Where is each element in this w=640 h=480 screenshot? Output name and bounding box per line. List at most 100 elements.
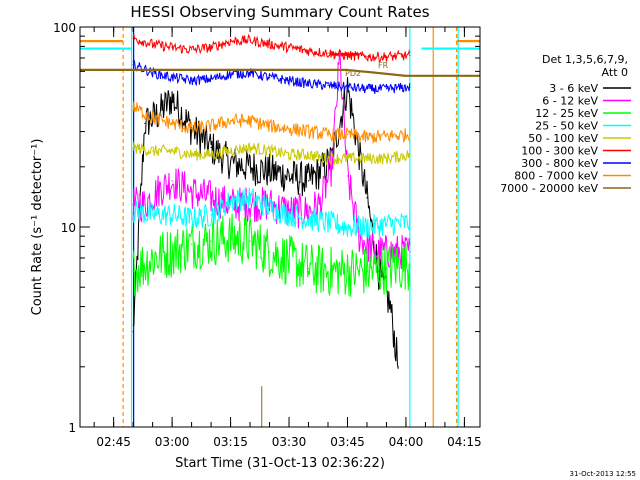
data-point xyxy=(346,54,349,57)
data-point xyxy=(268,125,271,127)
data-point xyxy=(409,263,411,266)
data-point xyxy=(152,257,154,259)
data-point xyxy=(366,157,368,160)
data-point xyxy=(132,330,134,333)
data-point xyxy=(229,69,232,71)
x-tick-label: 03:45 xyxy=(330,435,365,449)
data-point xyxy=(409,86,411,88)
data-point xyxy=(385,267,388,270)
data-point xyxy=(374,251,376,253)
data-point xyxy=(385,223,388,226)
data-point xyxy=(307,180,310,182)
x-tick-label: 04:15 xyxy=(447,435,482,449)
data-point xyxy=(307,218,310,220)
data-point xyxy=(144,122,146,124)
data-point xyxy=(307,130,310,133)
data-point xyxy=(171,150,173,152)
data-point xyxy=(171,122,173,124)
data-point xyxy=(389,305,391,308)
data-point xyxy=(210,197,212,199)
data-point xyxy=(346,86,349,88)
data-point xyxy=(327,52,329,54)
legend-label: 6 - 12 keV xyxy=(542,95,598,108)
data-point xyxy=(171,76,173,78)
data-point xyxy=(346,69,349,71)
data-point xyxy=(171,251,173,253)
data-point xyxy=(288,259,290,262)
data-point xyxy=(171,97,173,99)
annotation-pd2: PD2 xyxy=(345,69,361,78)
data-point xyxy=(288,154,290,156)
data-point xyxy=(132,105,134,108)
data-point xyxy=(385,56,388,58)
data-point xyxy=(132,63,134,66)
data-point xyxy=(132,69,134,71)
data-point xyxy=(327,133,329,136)
data-point xyxy=(210,125,212,127)
data-point xyxy=(307,210,310,212)
series-line xyxy=(132,101,411,144)
legend-label: 12 - 25 keV xyxy=(535,107,598,120)
series-line xyxy=(132,187,411,239)
data-point xyxy=(249,72,251,74)
data-point xyxy=(249,39,251,41)
data-point xyxy=(327,157,329,160)
data-point xyxy=(132,270,134,272)
x-tick-label: 04:00 xyxy=(389,435,424,449)
data-point xyxy=(229,200,232,202)
data-point xyxy=(409,154,411,156)
data-point xyxy=(409,133,411,136)
data-point xyxy=(268,170,271,172)
data-point xyxy=(132,210,134,212)
data-point xyxy=(190,128,193,130)
data-point xyxy=(268,207,271,209)
data-point xyxy=(152,214,154,216)
legend-label: 100 - 300 keV xyxy=(521,145,598,158)
data-point xyxy=(132,203,134,205)
data-point xyxy=(268,43,271,45)
legend-label: 50 - 100 keV xyxy=(528,132,598,145)
data-point xyxy=(132,146,134,149)
data-point xyxy=(249,120,251,122)
data-point xyxy=(319,203,321,205)
series-line xyxy=(132,58,411,94)
footer-timestamp: 31-Oct-2013 12:55 xyxy=(570,470,636,478)
data-point xyxy=(210,78,212,80)
x-axis-label: Start Time (31-Oct-13 02:36:22) xyxy=(175,456,385,471)
data-point xyxy=(229,40,232,42)
data-point xyxy=(144,203,146,205)
data-point xyxy=(190,243,193,245)
legend-label: 3 - 6 keV xyxy=(549,82,598,95)
data-point xyxy=(210,154,212,156)
series-line xyxy=(132,213,411,297)
x-tick-label: 02:45 xyxy=(96,435,131,449)
legend-header: Att 0 xyxy=(602,66,628,79)
legend-label: 7000 - 20000 keV xyxy=(500,182,598,195)
data-point xyxy=(409,54,411,57)
data-point xyxy=(190,191,193,193)
data-point xyxy=(331,166,333,168)
data-point xyxy=(190,79,193,82)
y-tick-label: 10 xyxy=(61,221,76,235)
data-point xyxy=(366,197,368,199)
y-axis: 1 10 100 xyxy=(53,21,480,435)
data-point xyxy=(190,154,193,156)
legend-label: 300 - 800 keV xyxy=(521,157,598,170)
series xyxy=(80,68,480,77)
data-point xyxy=(229,237,232,239)
data-point xyxy=(249,203,251,205)
data-point xyxy=(152,72,154,74)
data-point xyxy=(229,150,232,152)
data-point xyxy=(366,226,368,228)
data-point xyxy=(288,69,290,71)
data-point xyxy=(288,175,290,177)
data-point xyxy=(327,84,329,87)
data-point xyxy=(409,251,411,253)
series-layer xyxy=(80,33,480,369)
data-point xyxy=(229,120,232,122)
data-point xyxy=(385,88,388,90)
data-point xyxy=(346,226,349,228)
data-point xyxy=(171,180,173,182)
data-point xyxy=(171,214,173,216)
data-point xyxy=(307,83,310,85)
